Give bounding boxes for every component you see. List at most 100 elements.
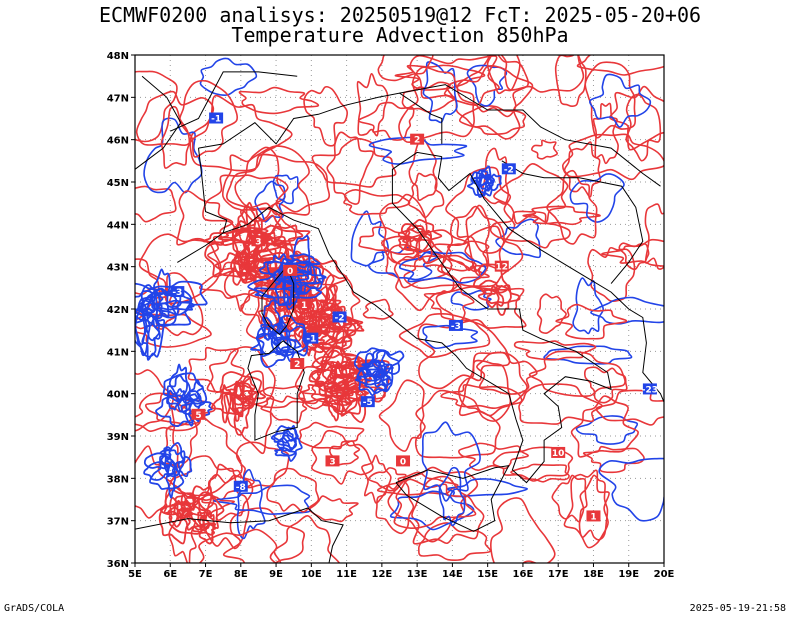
contour-line [489,210,571,249]
contour-line [563,469,610,549]
contour-line [478,279,501,295]
contour-line [489,497,556,563]
contour-line [189,94,293,172]
contour-label-bg [290,358,305,370]
contour-label: 1 [590,512,596,522]
contour-line [159,502,194,517]
contour-label: 3 [255,237,261,247]
contour-line [256,322,292,356]
contour-line [522,205,601,226]
contour-line [337,384,363,417]
contour-label-bg [586,510,601,522]
contour-line [219,371,263,414]
contour-line [398,66,476,144]
x-tick-label: 5E [128,569,142,580]
contour-label: 0 [400,457,406,467]
contour-line [601,238,664,267]
contour-line [576,55,664,76]
y-tick-label: 41N [107,347,129,358]
contour-line [226,153,331,213]
contour-line [239,252,257,267]
contour-line [609,85,664,151]
contour-line [166,374,193,413]
contour-line [368,136,468,165]
x-tick-label: 8E [234,569,248,580]
contour-line [230,381,254,406]
contour-line [330,372,367,397]
contour-label-bg [332,311,347,323]
contour-line [528,350,626,398]
x-tick-label: 11E [336,569,357,580]
contour-line [625,93,662,162]
coastline [198,92,443,149]
contour-label: 1 [301,301,307,311]
contour-label-bg [410,133,425,145]
contour-label-bg [233,480,248,492]
footer-credit: GrADS/COLA [4,603,65,614]
contour-line [233,231,293,279]
contour-line [135,445,178,519]
contour-line [582,445,645,474]
contour-line [375,479,415,535]
contour-line [310,345,362,405]
contour-line [572,277,604,335]
contour-line [398,251,487,284]
contour-label: 12 [496,263,509,273]
contour-line [387,466,479,543]
contour-line [477,285,521,305]
contour-line [261,299,282,341]
contour-label-bg [251,235,266,247]
contour-line [298,421,365,450]
contour-label: 0 [287,267,293,277]
coastline [170,71,298,132]
contour-line [583,366,628,404]
contour-label: 10 [552,449,565,459]
contour-label-bg [494,260,509,272]
contour-line [546,169,598,245]
y-tick-label: 42N [107,305,129,316]
advection-contours [135,55,664,563]
contour-line [378,379,425,452]
coastline [135,507,344,563]
contour-line [236,468,266,540]
contour-label-bg [209,112,224,124]
y-tick-label: 40N [107,390,129,401]
contour-line [393,254,455,312]
coastline-layer [135,71,664,563]
contour-label: -23 [642,385,658,395]
contour-label: -3 [172,288,182,298]
contour-label: -3 [451,322,461,332]
y-tick-label: 46N [107,136,129,147]
contour-line [589,73,652,128]
contour-line [168,363,189,404]
coastline [399,84,661,187]
contour-line [206,346,276,405]
x-tick-label: 9E [269,569,283,580]
contour-line [465,204,490,277]
contour-line [466,176,492,197]
x-tick-label: 18E [583,569,604,580]
contour-line [135,70,178,143]
coastline [261,266,295,336]
x-tick-label: 19E [618,569,639,580]
contour-line [510,463,570,483]
coastline [501,160,644,284]
contour-line [438,466,466,527]
x-tick-label: 15E [477,569,498,580]
contour-line [531,139,558,160]
contour-label: -8 [236,483,246,493]
contour-line [486,55,521,95]
contour-line [135,290,156,314]
title-line-1: ECMWF0200 analisys: 20250519@12 FcT: 202… [98,3,702,27]
coastline [135,75,182,170]
contour-line [409,55,500,107]
contour-line [407,172,445,219]
contour-line [379,193,428,264]
contour-line [477,173,495,197]
contour-line [326,131,374,205]
x-tick-label: 12E [371,569,392,580]
contour-label-bg [360,396,375,408]
contour-label-bg [551,446,566,458]
contour-line [135,298,164,324]
